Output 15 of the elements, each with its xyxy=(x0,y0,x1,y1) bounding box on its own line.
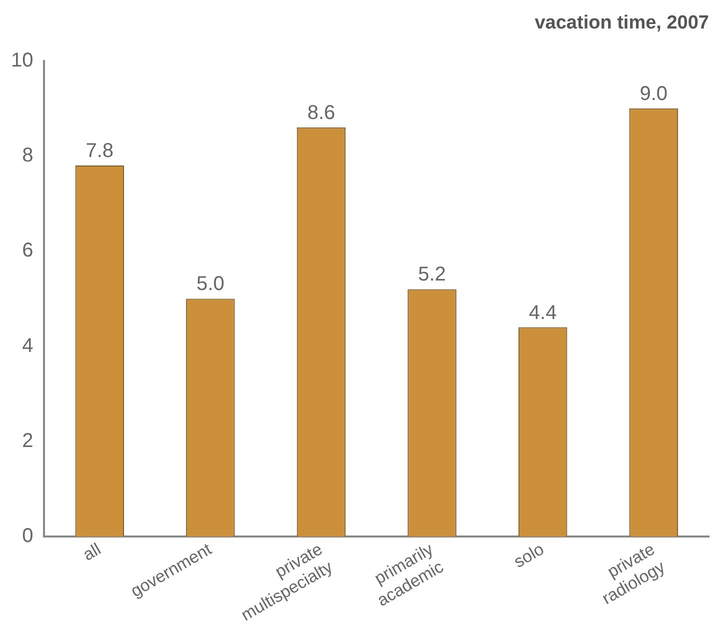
x-tick-label: all xyxy=(80,540,104,565)
chart-title: vacation time, 2007 xyxy=(534,12,709,34)
x-tick-label: solo xyxy=(510,540,548,572)
data-label: 7.8 xyxy=(86,140,114,162)
y-tick-label: 8 xyxy=(22,144,34,166)
data-label: 8.6 xyxy=(307,102,336,124)
data-label: 5.2 xyxy=(418,264,446,286)
y-tick-label: 2 xyxy=(22,430,34,452)
y-tick-label: 4 xyxy=(22,334,34,357)
data-label: 4.4 xyxy=(528,302,557,324)
y-tick-label: 0 xyxy=(22,525,34,548)
data-label: 9.0 xyxy=(640,82,668,105)
y-tick-label: 6 xyxy=(22,240,34,262)
y-tick-label: 10 xyxy=(10,49,34,72)
data-label: 5.0 xyxy=(196,273,224,296)
